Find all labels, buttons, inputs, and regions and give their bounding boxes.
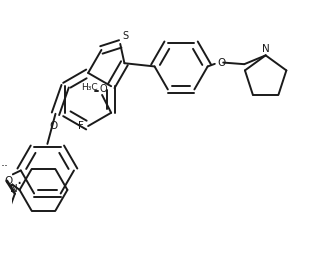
Text: ·: ·	[16, 175, 21, 193]
Text: O: O	[217, 58, 226, 68]
Text: O: O	[50, 121, 58, 131]
Text: N: N	[10, 184, 18, 194]
Text: O: O	[99, 84, 107, 94]
Text: H₃C: H₃C	[81, 83, 98, 92]
Text: N: N	[262, 44, 270, 54]
Text: O: O	[4, 176, 13, 186]
Text: ··: ··	[0, 160, 8, 173]
Text: S: S	[123, 31, 129, 41]
Text: F: F	[78, 121, 84, 131]
